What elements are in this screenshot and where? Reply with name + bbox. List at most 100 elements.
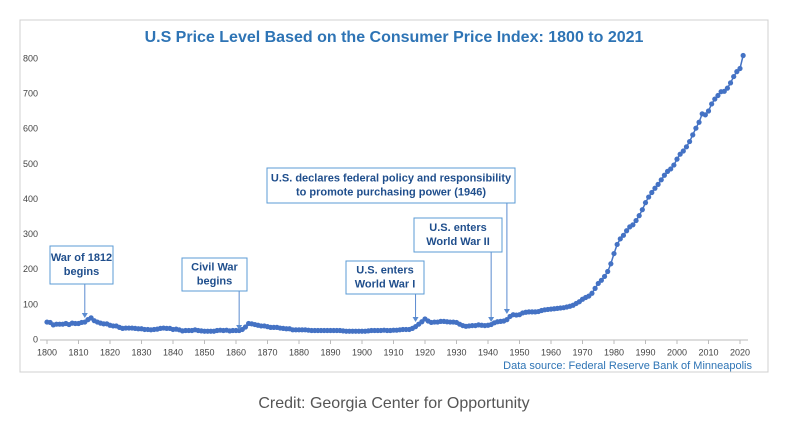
x-tick-label: 1820	[100, 347, 120, 357]
point	[611, 250, 617, 257]
annotation-text: World War II	[426, 236, 490, 248]
point	[724, 85, 731, 91]
y-tick-label: 0	[33, 334, 38, 344]
x-tick-label: 1960	[541, 347, 561, 357]
annotation-text: U.S. declares federal policy and respons…	[271, 172, 512, 184]
point	[737, 65, 743, 72]
point	[740, 52, 746, 59]
annotation-box	[266, 167, 516, 204]
credit: Credit: Georgia Center for Opportunity	[258, 395, 529, 412]
annotation-text: U.S. enters	[429, 222, 486, 234]
annotation-box	[345, 260, 425, 295]
point	[589, 290, 595, 296]
point	[715, 92, 721, 99]
point	[652, 185, 658, 191]
annotation-box	[413, 217, 503, 253]
y-tick-label: 100	[23, 299, 38, 309]
point	[633, 217, 639, 224]
point	[668, 166, 674, 172]
annotation-arrowhead	[236, 325, 243, 330]
point	[605, 268, 611, 275]
point	[646, 194, 652, 200]
x-tick-label: 1970	[572, 347, 592, 357]
x-tick-label: 1810	[68, 347, 88, 357]
point	[642, 200, 649, 206]
annotation-text: to promote purchasing power (1946)	[296, 186, 486, 198]
x-tick-label: 1910	[383, 347, 403, 357]
x-tick-label: 2010	[698, 347, 718, 357]
y-tick-label: 700	[23, 89, 38, 99]
point	[639, 207, 645, 213]
annotation-arrowhead	[503, 309, 510, 314]
x-tick-label: 1880	[289, 347, 309, 357]
annotation-text: begins	[197, 275, 232, 287]
point	[705, 108, 712, 114]
point	[592, 285, 598, 291]
point	[734, 69, 740, 75]
point	[595, 280, 601, 287]
point	[630, 222, 636, 228]
point	[712, 96, 718, 102]
point	[636, 213, 642, 219]
point	[617, 236, 623, 242]
point	[721, 88, 727, 94]
x-tick-label: 1840	[163, 347, 183, 357]
point	[709, 101, 715, 107]
x-tick-label: 1940	[478, 347, 498, 357]
annotation-text: War of 1812	[51, 252, 112, 264]
annotation-box	[49, 245, 114, 285]
y-tick-label: 200	[23, 264, 38, 274]
chart-title: U.S Price Level Based on the Consumer Pr…	[145, 29, 644, 46]
point	[661, 172, 668, 178]
x-tick-label: 1930	[446, 347, 466, 357]
point	[614, 241, 620, 248]
y-tick-label: 500	[23, 159, 38, 169]
point	[624, 228, 630, 234]
y-tick-label: 800	[23, 53, 38, 63]
annotation-text: World War I	[355, 278, 416, 290]
point	[674, 156, 680, 162]
y-tick-label: 400	[23, 194, 38, 204]
point	[655, 181, 661, 187]
x-tick-label: 1800	[37, 347, 57, 357]
point	[731, 73, 737, 80]
source: Data source: Federal Reserve Bank of Min…	[503, 360, 752, 372]
point	[727, 80, 734, 86]
point	[649, 189, 655, 196]
x-tick-label: 1890	[320, 347, 340, 357]
point	[601, 273, 608, 280]
point	[693, 125, 699, 131]
x-tick-label: 1920	[415, 347, 435, 357]
point	[242, 324, 249, 330]
annotation-arrowhead	[488, 317, 495, 322]
x-tick-label: 1980	[604, 347, 624, 357]
x-tick-label: 1990	[635, 347, 655, 357]
point	[608, 261, 614, 267]
x-tick-label: 1860	[226, 347, 246, 357]
x-tick-label: 1870	[257, 347, 277, 357]
x-tick-label: 2020	[730, 347, 750, 357]
annotation-box	[181, 257, 248, 292]
x-tick-label: 1850	[194, 347, 214, 357]
point	[687, 138, 693, 145]
point	[677, 151, 683, 157]
annotation-arrowhead	[81, 313, 88, 318]
point	[504, 317, 510, 323]
annotation-arrowhead	[412, 317, 419, 322]
x-tick-label: 2000	[667, 347, 687, 357]
point	[671, 162, 677, 168]
x-tick-label: 1950	[509, 347, 529, 357]
point	[680, 148, 686, 154]
point	[658, 177, 664, 183]
point	[690, 132, 696, 138]
y-tick-label: 600	[23, 124, 38, 134]
annotation-text: begins	[64, 266, 99, 278]
x-tick-label: 1830	[131, 347, 151, 357]
point	[696, 119, 702, 125]
x-tick-label: 1900	[352, 347, 372, 357]
annotation-text: U.S. enters	[356, 264, 413, 276]
y-tick-label: 300	[23, 229, 38, 239]
annotation-text: Civil War	[191, 261, 238, 273]
point	[702, 112, 708, 118]
